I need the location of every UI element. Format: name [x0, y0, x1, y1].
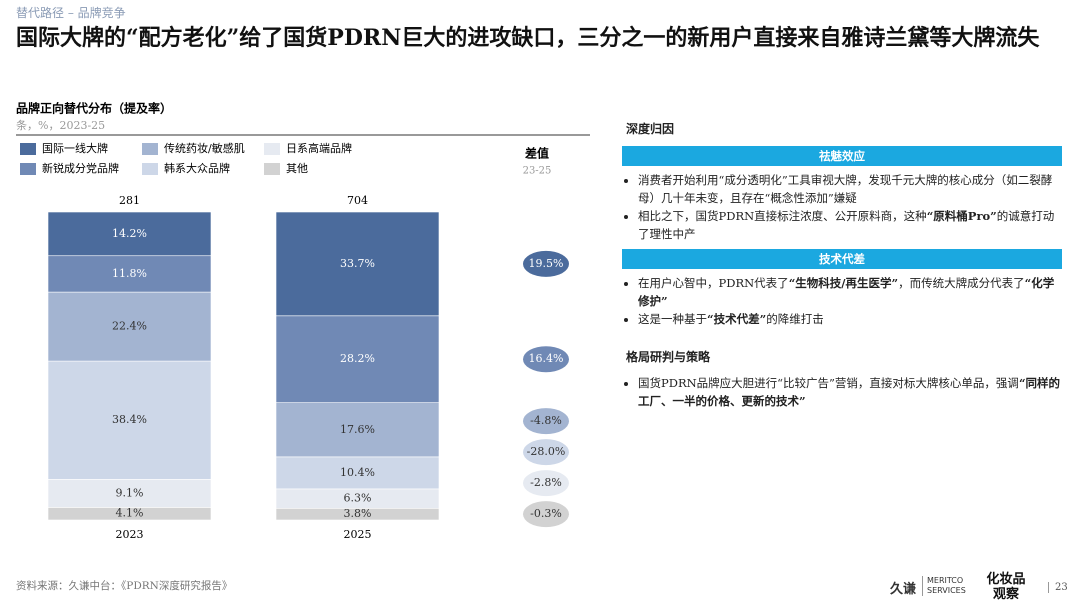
bullet-text: 的诚意打动了理性中产: [638, 209, 1055, 241]
value-label: 38.4%: [112, 413, 147, 426]
x-tick-label: 2025: [344, 528, 372, 541]
bullet: 相比之下，国货PDRN直接标注浓度、公开原料商，这种“原料桶Pro”的诚意打动了…: [638, 207, 1062, 243]
legend-swatch: [264, 143, 280, 155]
value-label: 6.3%: [344, 492, 372, 505]
logo-en: MERITCO SERVICES: [922, 576, 975, 596]
legend-swatch: [142, 163, 158, 175]
insight-panel: 深度归因祛魅效应消费者开始利用“成分透明化”工具审视大牌，发现千元大牌的核心成分…: [622, 120, 1062, 416]
value-label: 10.4%: [340, 466, 375, 479]
bullet-text: 相比之下，国货PDRN直接标注浓度、公开原料商，这种: [638, 209, 927, 223]
bullet-text: “生物科技/再生医学”: [788, 276, 899, 290]
bullet: 在用户心智中，PDRN代表了“生物科技/再生医学”，而传统大牌成分代表了“化学修…: [638, 274, 1062, 310]
bar-segment: [47, 291, 212, 362]
value-label: 22.4%: [112, 320, 147, 333]
legend-swatch: [142, 143, 158, 155]
bar-segment: [275, 211, 440, 317]
value-label: 11.8%: [112, 267, 147, 280]
value-label: 33.7%: [340, 257, 375, 270]
legend-swatch: [264, 163, 280, 175]
value-label: 9.1%: [116, 486, 144, 499]
bullet-text: 这是一种基于: [638, 312, 707, 326]
page-number: 23: [1048, 582, 1068, 593]
diff-label: -2.8%: [530, 476, 562, 489]
section-tag: 替代路径 – 品牌竞争: [16, 6, 126, 20]
bullet-text: 国货PDRN品牌应大胆进行“比较广告”营销，直接对标大牌核心单品，强调: [638, 376, 1019, 390]
legend-swatch: [20, 163, 36, 175]
legend-label: 新锐成分党品牌: [42, 161, 119, 175]
total-label: 281: [119, 194, 140, 207]
legend-swatch: [20, 143, 36, 155]
bullet-text: 的降维打击: [766, 312, 824, 326]
diff-label: -0.3%: [530, 507, 562, 520]
x-tick-label: 2023: [116, 528, 144, 541]
legend-label: 传统药妆/敏感肌: [164, 141, 245, 155]
legend-label: 其他: [286, 162, 308, 175]
source-note: 资料来源：久谦中台：《PDRN深度研究报告》: [16, 580, 233, 592]
logo: 久谦: [890, 582, 917, 597]
bullet-list: 在用户心智中，PDRN代表了“生物科技/再生医学”，而传统大牌成分代表了“化学修…: [622, 274, 1062, 328]
bullet-text: ，而传统大牌成分代表了: [898, 276, 1025, 290]
bar-segment: [275, 402, 440, 458]
bullet-text: “技术代差”: [707, 312, 767, 326]
diff-subtitle: 23-25: [523, 166, 552, 177]
diff-label: 19.5%: [529, 257, 564, 270]
bullet-list: 消费者开始利用“成分透明化”工具审视大牌，发现千元大牌的核心成分（如二裂酵母）几…: [622, 171, 1062, 243]
bar-segment: [47, 211, 212, 257]
diff-bubble: [523, 250, 569, 277]
bullet: 消费者开始利用“成分透明化”工具审视大牌，发现千元大牌的核心成分（如二裂酵母）几…: [638, 171, 1062, 207]
legend-label: 国际一线大牌: [42, 141, 108, 155]
section-band: 技术代差: [622, 249, 1062, 269]
value-label: 14.2%: [112, 227, 147, 240]
diff-bubble: [523, 501, 569, 528]
diff-label: 16.4%: [529, 352, 564, 365]
bullet-text: “化学修护”: [638, 276, 1055, 308]
bullet: 这是一种基于“技术代差”的降维打击: [638, 310, 1062, 328]
diff-label: -4.8%: [530, 414, 562, 427]
diff-bubble: [523, 408, 569, 435]
bar-segment: [47, 360, 212, 480]
bullet-text: “同样的工厂、一半的价格、更新的技术”: [638, 376, 1061, 408]
legend-label: 日系高端品牌: [286, 141, 352, 155]
bar-segment: [275, 456, 440, 490]
value-label: 3.8%: [344, 507, 372, 520]
brand-logo: 化妆品观察: [986, 572, 1026, 602]
diff-bubble: [523, 439, 569, 466]
bullet-list: 国货PDRN品牌应大胆进行“比较广告”营销，直接对标大牌核心单品，强调“同样的工…: [622, 374, 1062, 410]
total-label: 704: [347, 194, 368, 207]
bullet-text: 消费者开始利用“成分透明化”工具审视大牌，发现千元大牌的核心成分（如二裂酵母）几…: [638, 173, 1053, 205]
value-label: 28.2%: [340, 352, 375, 365]
panel-heading: 格局研判与策略: [626, 350, 711, 364]
chart-subtitle: 条，%，2023-25: [16, 118, 105, 132]
section-band: 祛魅效应: [622, 146, 1062, 166]
diff-bubble: [523, 470, 569, 497]
bar-segment: [47, 479, 212, 508]
panel-heading: 深度归因: [626, 122, 675, 136]
value-label: 17.6%: [340, 423, 375, 436]
bullet-text: “原料桶Pro”: [926, 209, 997, 223]
legend-label: 韩系大众品牌: [164, 161, 230, 175]
bar-segment: [275, 315, 440, 403]
value-label: 4.1%: [116, 507, 144, 520]
bar-segment: [47, 255, 212, 293]
diff-title: 差值: [524, 146, 549, 161]
diff-label: -28.0%: [527, 445, 566, 458]
bullet: 国货PDRN品牌应大胆进行“比较广告”营销，直接对标大牌核心单品，强调“同样的工…: [638, 374, 1062, 410]
slide-title: 国际大牌的“配方老化”给了国货PDRN巨大的进攻缺口，三分之一的新用户直接来自雅…: [16, 25, 1040, 51]
diff-bubble: [523, 346, 569, 373]
chart-title: 品牌正向替代分布（提及率）: [16, 101, 172, 116]
bullet-text: 在用户心智中，PDRN代表了: [638, 276, 789, 290]
